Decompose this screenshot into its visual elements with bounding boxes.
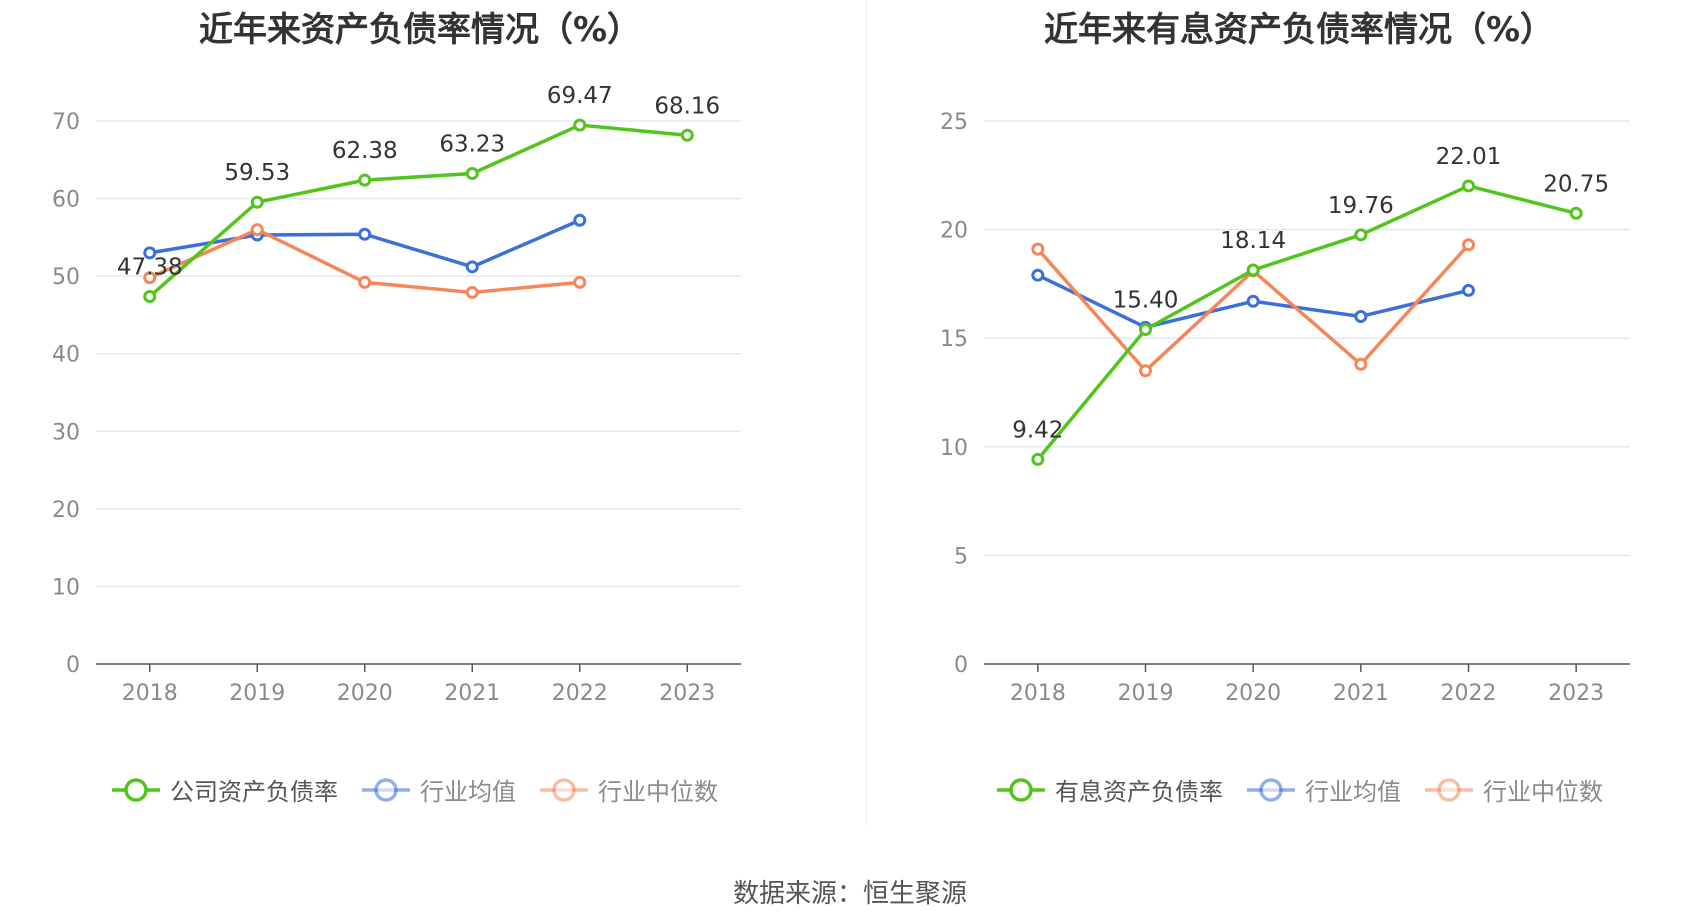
y-tick-label: 50 — [52, 265, 80, 290]
legend-line-circle-icon — [112, 777, 160, 802]
chart-panel-debt-ratio: 近年来资产负债率情况（%） 0 10 20 30 40 50 60 70 2018 2019 202… — [0, 0, 850, 830]
legend-label: 有息资产负债率 — [1055, 778, 1223, 806]
legend-item[interactable]: 行业均值 — [1245, 772, 1401, 807]
legend-label: 行业中位数 — [598, 778, 718, 806]
legend: 有息资产负债率 行业均值 行业中位数 — [995, 772, 1625, 807]
data-label: 59.53 — [224, 160, 290, 186]
data-label: 18.14 — [1220, 228, 1286, 254]
legend-item[interactable]: 行业中位数 — [538, 772, 718, 807]
data-label: 47.38 — [117, 254, 183, 280]
series-line — [1036, 184, 1577, 461]
data-point[interactable] — [465, 285, 479, 299]
y-tick-label: 5 — [954, 544, 968, 569]
x-tick-label: 2023 — [659, 681, 715, 706]
legend-line-circle-icon — [1247, 777, 1295, 802]
legend-line-circle-icon — [997, 777, 1045, 802]
data-label: 62.38 — [332, 138, 398, 164]
data-point[interactable] — [358, 227, 372, 241]
data-label: 15.40 — [1113, 288, 1179, 314]
plot-area: 0 10 20 30 40 50 60 70 2018 2019 2020 2021 2022 2023 4… — [52, 83, 741, 706]
data-point[interactable] — [358, 275, 372, 289]
data-point[interactable] — [1139, 364, 1152, 378]
y-tick-label: 10 — [940, 436, 968, 461]
data-point[interactable] — [143, 271, 157, 285]
data-point[interactable] — [573, 213, 587, 227]
plot-area: 0 5 10 15 20 25 2018 2019 2020 2021 2022 2023 9.42 15… — [940, 110, 1630, 706]
data-label: 22.01 — [1436, 144, 1502, 170]
x-tick-label: 2020 — [1225, 681, 1281, 706]
data-point[interactable] — [358, 173, 372, 187]
y-tick-label: 70 — [52, 110, 80, 135]
data-point[interactable] — [1354, 228, 1368, 242]
data-point[interactable] — [573, 275, 587, 289]
data-point[interactable] — [1031, 452, 1045, 466]
x-tick-label: 2020 — [337, 681, 393, 706]
legend-item[interactable]: 公司资产负债率 — [110, 772, 338, 807]
data-point[interactable] — [250, 195, 264, 209]
data-point[interactable] — [1569, 206, 1583, 220]
data-label: 63.23 — [439, 132, 505, 158]
data-point[interactable] — [1139, 323, 1152, 337]
legend: 公司资产负债率 行业均值 行业中位数 — [110, 772, 740, 807]
data-point[interactable] — [1354, 357, 1368, 371]
data-label: 19.76 — [1328, 193, 1394, 219]
legend-label: 行业中位数 — [1483, 778, 1603, 806]
chart-title: 近年来资产负债率情况（%） — [198, 10, 642, 50]
y-tick-label: 30 — [52, 420, 80, 445]
x-tick-label: 2022 — [552, 681, 608, 706]
legend-line-circle-icon — [540, 777, 588, 802]
x-tick-label: 2021 — [1333, 681, 1389, 706]
data-point[interactable] — [143, 246, 157, 260]
x-tick-label: 2018 — [1010, 681, 1066, 706]
y-tick-label: 15 — [940, 327, 968, 352]
data-source-note: 数据来源：恒生聚源 — [732, 879, 967, 909]
data-point[interactable] — [250, 223, 264, 237]
data-point[interactable] — [1462, 179, 1475, 193]
data-point[interactable] — [1462, 283, 1475, 297]
data-point[interactable] — [1462, 238, 1475, 252]
legend-item[interactable]: 有息资产负债率 — [995, 772, 1223, 807]
series-line — [149, 218, 581, 269]
x-tick-label: 2019 — [1118, 681, 1174, 706]
data-label: 9.42 — [1012, 417, 1063, 443]
data-point[interactable] — [1031, 242, 1045, 256]
data-label: 69.47 — [547, 83, 613, 109]
x-tick-label: 2018 — [122, 681, 178, 706]
data-point[interactable] — [1246, 294, 1260, 308]
data-point[interactable] — [1246, 263, 1260, 277]
legend-item[interactable]: 行业中位数 — [1423, 772, 1603, 807]
y-tick-label: 20 — [940, 219, 968, 244]
legend-label: 公司资产负债率 — [170, 778, 338, 806]
chart-panel-interest-debt-ratio: 近年来有息资产负债率情况（%） 0 5 10 15 20 25 2018 2019 2020 20… — [850, 0, 1700, 830]
legend-line-circle-icon — [362, 777, 410, 802]
data-point[interactable] — [573, 118, 587, 132]
y-tick-label: 10 — [52, 575, 80, 600]
data-point[interactable] — [1031, 268, 1045, 282]
legend-label: 行业均值 — [1305, 778, 1401, 806]
x-tick-label: 2021 — [444, 681, 500, 706]
data-point[interactable] — [143, 289, 157, 303]
y-tick-label: 0 — [954, 653, 968, 678]
chart-title: 近年来有息资产负债率情况（%） — [1043, 10, 1555, 50]
y-tick-label: 40 — [52, 343, 80, 368]
y-tick-label: 20 — [52, 498, 80, 523]
data-point[interactable] — [465, 167, 479, 181]
panel-divider — [866, 0, 867, 825]
x-tick-label: 2022 — [1441, 681, 1497, 706]
y-tick-label: 60 — [52, 188, 80, 213]
data-label: 68.16 — [654, 93, 720, 119]
data-label: 20.75 — [1543, 171, 1609, 197]
legend-line-circle-icon — [1425, 777, 1473, 802]
legend-label: 行业均值 — [420, 778, 516, 806]
data-point[interactable] — [465, 260, 479, 274]
y-tick-label: 25 — [940, 110, 968, 135]
x-tick-label: 2023 — [1548, 681, 1604, 706]
data-point[interactable] — [680, 128, 694, 142]
x-tick-label: 2019 — [229, 681, 285, 706]
y-tick-label: 0 — [66, 653, 80, 678]
legend-item[interactable]: 行业均值 — [360, 772, 516, 807]
series-line — [148, 123, 688, 298]
data-point[interactable] — [1354, 309, 1368, 323]
